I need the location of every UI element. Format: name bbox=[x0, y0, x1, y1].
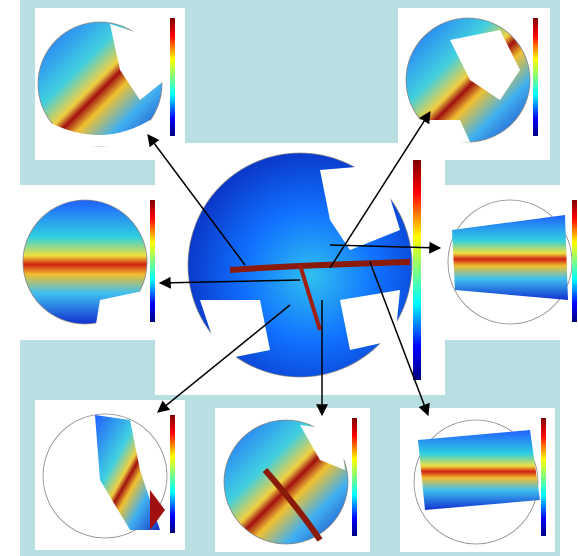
panel bbox=[35, 400, 185, 550]
panel bbox=[398, 8, 550, 160]
panel bbox=[400, 408, 555, 552]
montage bbox=[0, 0, 578, 556]
panel bbox=[155, 143, 445, 395]
panel bbox=[215, 408, 370, 552]
panel bbox=[20, 187, 165, 335]
panel bbox=[35, 8, 185, 160]
panel bbox=[445, 187, 578, 340]
